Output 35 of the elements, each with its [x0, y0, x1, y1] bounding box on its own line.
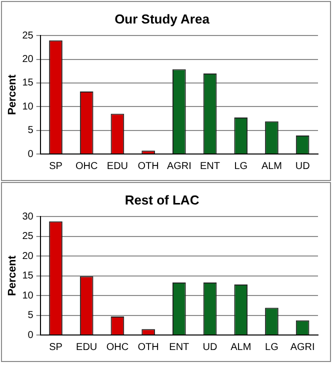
x-tick-label: SP	[49, 160, 63, 172]
y-tick-label: 20	[22, 250, 34, 262]
y-tick-label: 15	[22, 78, 34, 89]
y-tick-label: 0	[28, 330, 34, 341]
x-tick-label: LG	[265, 342, 279, 353]
x-tick-label: OTH	[138, 342, 159, 353]
y-tick-label: 10	[22, 101, 34, 112]
y-axis-title: Percent	[6, 255, 19, 296]
y-tick-label: 20	[22, 54, 34, 66]
x-tick-label: ALM	[230, 342, 252, 353]
y-tick-label: 25	[22, 30, 34, 42]
y-axis-title: Percent	[6, 74, 19, 115]
chart-title: Rest of LAC	[124, 192, 200, 208]
x-tick-label: ENT	[200, 160, 220, 172]
x-tick-label: EDU	[106, 160, 128, 172]
x-tick-label: UD	[202, 342, 218, 353]
y-tick-label: 0	[28, 148, 34, 160]
y-tick-label: 10	[22, 290, 34, 302]
x-tick-label: ENT	[169, 342, 190, 353]
chart-title: Our Study Area	[114, 11, 210, 26]
x-tick-label: UD	[295, 160, 310, 172]
y-tick-label: 5	[28, 310, 34, 322]
x-tick-label: EDU	[76, 342, 98, 353]
x-tick-label: LG	[234, 160, 248, 172]
x-tick-label: OTH	[138, 160, 159, 172]
x-tick-label: OHC	[106, 342, 129, 353]
y-tick-label: 5	[28, 125, 34, 136]
y-tick-label: 15	[22, 270, 34, 282]
y-tick-label: 25	[22, 231, 34, 242]
x-tick-label: ALM	[261, 160, 282, 172]
x-tick-label: AGRI	[166, 160, 192, 172]
y-tick-label: 30	[22, 211, 34, 222]
x-tick-label: AGRI	[290, 342, 315, 353]
x-tick-label: OHC	[75, 160, 98, 172]
x-tick-label: SP	[49, 342, 63, 353]
